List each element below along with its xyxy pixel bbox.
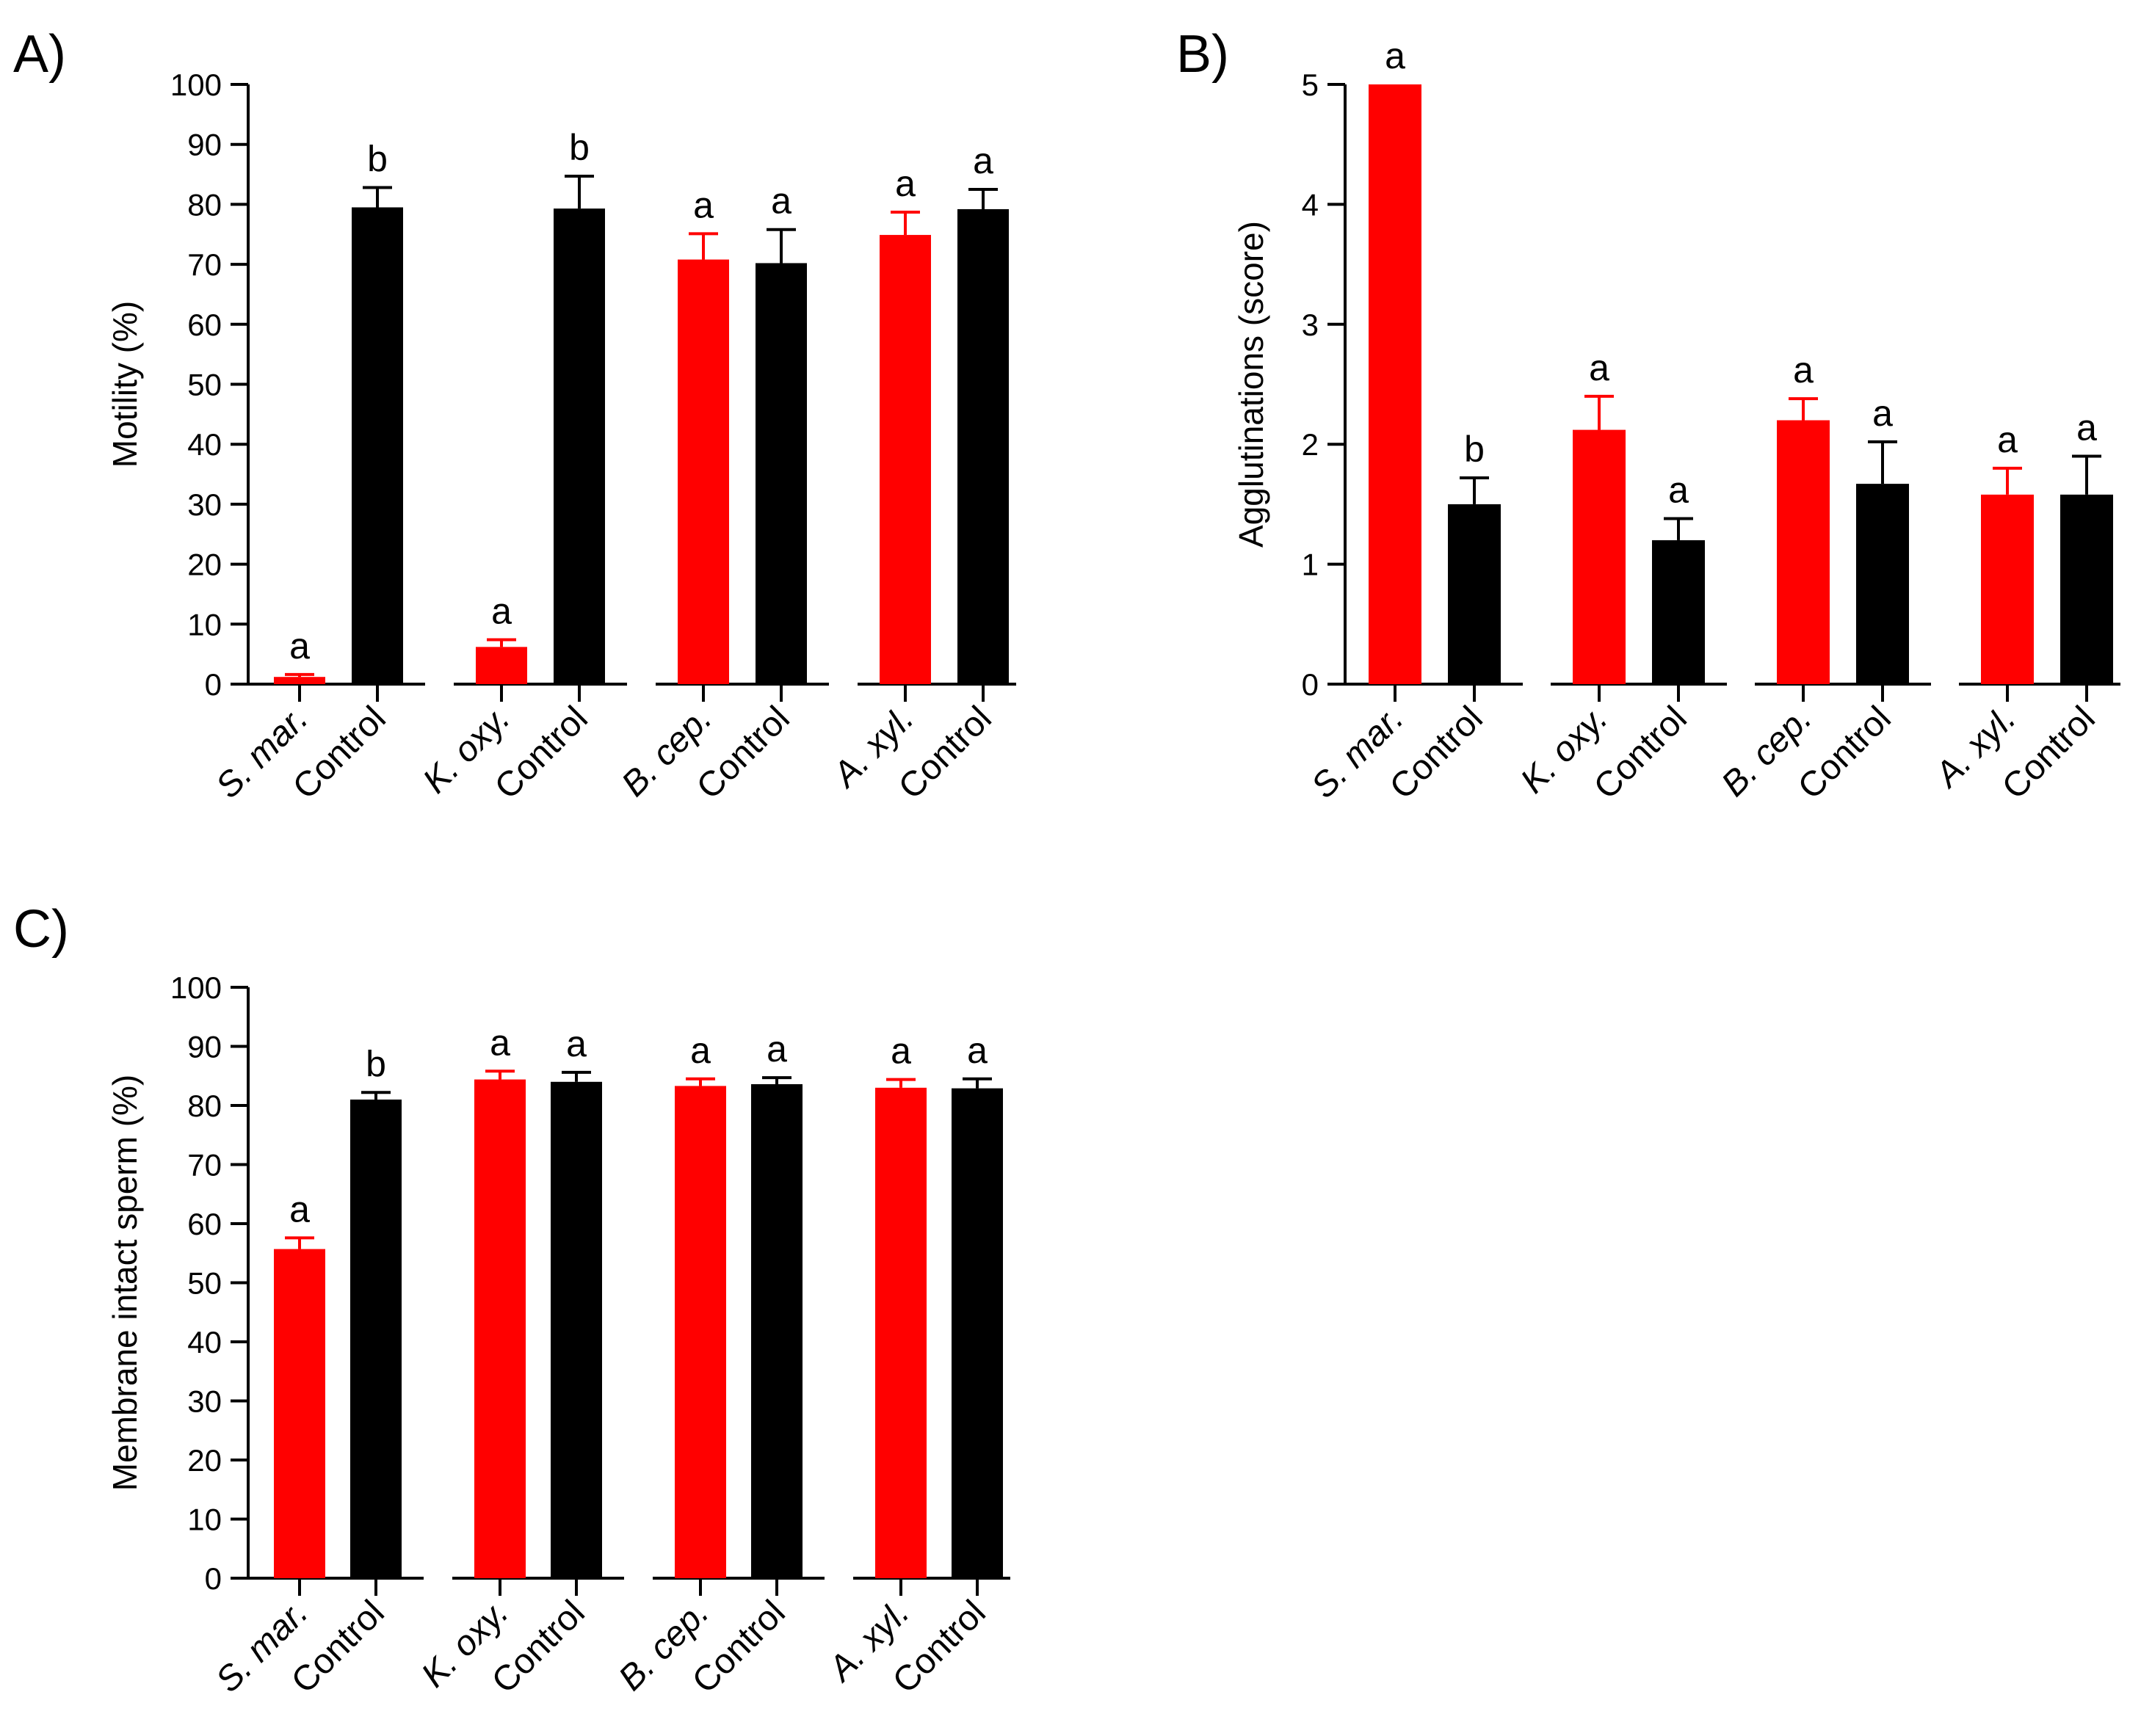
y-tick-label: 1 xyxy=(1302,548,1319,582)
y-tick-label: 50 xyxy=(187,1266,222,1301)
y-tick-label: 10 xyxy=(187,607,222,642)
y-axis-title: Agglutinations (score) xyxy=(1232,221,1270,548)
y-tick-label: 0 xyxy=(205,667,222,702)
bar xyxy=(675,1086,726,1578)
significance-label: a xyxy=(1997,419,2018,460)
bar xyxy=(875,1087,927,1578)
bar xyxy=(554,208,605,684)
y-tick-label: 20 xyxy=(187,548,222,582)
y-tick-label: 40 xyxy=(187,1325,222,1359)
significance-label: b xyxy=(366,1043,386,1084)
bar xyxy=(474,1079,526,1578)
bar xyxy=(551,1081,602,1578)
y-tick-label: 5 xyxy=(1302,68,1319,102)
y-tick-label: 90 xyxy=(187,1030,222,1064)
y-tick-label: 90 xyxy=(187,128,222,162)
y-tick-label: 80 xyxy=(187,1089,222,1123)
significance-label: a xyxy=(1793,349,1814,391)
significance-label: a xyxy=(1872,393,1893,434)
significance-label: a xyxy=(566,1023,587,1064)
significance-label: b xyxy=(367,139,388,180)
y-tick-label: 0 xyxy=(1302,667,1319,702)
y-tick-label: 100 xyxy=(170,68,222,102)
bar xyxy=(1856,484,1909,684)
bar xyxy=(274,1249,325,1578)
significance-label: b xyxy=(1464,429,1485,470)
significance-label: b xyxy=(569,127,590,168)
y-axis-title: Membrane intact sperm (%) xyxy=(106,1075,144,1492)
bar xyxy=(756,263,807,684)
bar xyxy=(678,259,729,685)
panel-c-chart: C) 0 10 20 30 40 50 60 70 80 90 100 Membrane intact … xyxy=(13,900,1010,1701)
y-tick-label: 80 xyxy=(187,187,222,222)
significance-label: a xyxy=(1589,347,1609,388)
panel-letter: C) xyxy=(13,900,69,959)
y-tick-label: 60 xyxy=(187,308,222,342)
significance-label: a xyxy=(767,1028,787,1069)
significance-label: a xyxy=(1668,470,1689,511)
y-tick-label: 10 xyxy=(187,1503,222,1537)
significance-label: a xyxy=(491,591,512,632)
bar xyxy=(751,1084,803,1578)
significance-label: a xyxy=(289,1188,310,1230)
significance-label: a xyxy=(289,625,310,667)
y-tick-label: 2 xyxy=(1302,427,1319,462)
bar xyxy=(274,677,325,684)
y-tick-label: 0 xyxy=(205,1561,222,1596)
bar xyxy=(476,647,527,684)
bar xyxy=(1448,504,1501,684)
bar xyxy=(1369,84,1421,684)
significance-label: a xyxy=(967,1030,988,1071)
significance-label: a xyxy=(891,1031,911,1072)
bar xyxy=(350,1099,402,1578)
significance-label: a xyxy=(690,1030,711,1071)
y-tick-label: 50 xyxy=(187,368,222,402)
significance-label: a xyxy=(973,140,993,181)
significance-label: a xyxy=(693,184,714,225)
y-tick-label: 3 xyxy=(1302,308,1319,342)
significance-label: a xyxy=(2076,407,2097,448)
significance-label: a xyxy=(1385,35,1405,76)
bar xyxy=(1981,494,2034,684)
y-tick-label: 60 xyxy=(187,1207,222,1241)
panel-letter: B) xyxy=(1176,25,1229,84)
bar xyxy=(1777,420,1830,684)
bar xyxy=(352,207,403,684)
y-tick-label: 70 xyxy=(187,247,222,282)
bar xyxy=(1652,540,1705,684)
y-tick-label: 30 xyxy=(187,1384,222,1419)
significance-label: a xyxy=(490,1022,510,1063)
y-axis-title: Motility (%) xyxy=(106,301,144,468)
y-tick-label: 40 xyxy=(187,427,222,462)
y-tick-label: 70 xyxy=(187,1148,222,1183)
bar xyxy=(2060,494,2113,684)
panel-letter: A) xyxy=(13,25,66,84)
significance-label: a xyxy=(771,181,791,222)
y-tick-label: 4 xyxy=(1302,187,1319,222)
y-tick-label: 100 xyxy=(170,970,222,1005)
bar xyxy=(952,1088,1003,1578)
bar xyxy=(957,208,1009,684)
y-tick-label: 20 xyxy=(187,1443,222,1478)
bar xyxy=(1573,429,1626,684)
y-tick-label: 30 xyxy=(187,487,222,522)
bar xyxy=(880,235,931,684)
significance-label: a xyxy=(895,163,916,204)
